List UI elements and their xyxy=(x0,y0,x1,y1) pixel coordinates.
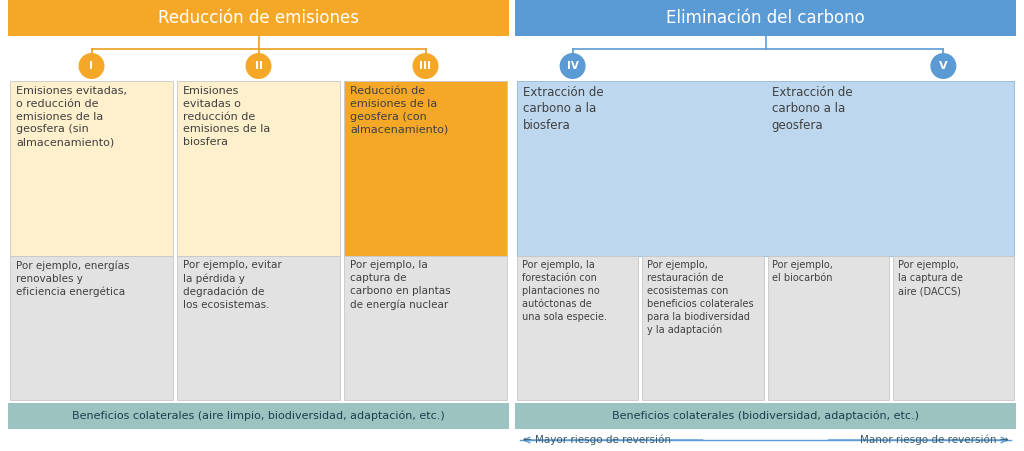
Text: IV: IV xyxy=(566,61,579,71)
Bar xyxy=(10,81,173,257)
Text: Por ejemplo, energías
renovables y
eficiencia energética: Por ejemplo, energías renovables y efici… xyxy=(16,260,129,297)
Text: Reducción de emisiones: Reducción de emisiones xyxy=(158,9,359,27)
Circle shape xyxy=(79,53,104,79)
Bar xyxy=(177,257,340,400)
Text: Beneficios colaterales (aire limpio, biodiversidad, adaptación, etc.): Beneficios colaterales (aire limpio, bio… xyxy=(72,411,444,421)
Text: Por ejemplo,
restauración de
ecosistemas con
beneficios colaterales
para la biod: Por ejemplo, restauración de ecosistemas… xyxy=(647,260,754,335)
Text: Por ejemplo,
el biocarbón: Por ejemplo, el biocarbón xyxy=(772,260,834,283)
Text: II: II xyxy=(255,61,262,71)
Text: ← Mayor riesgo de reversión: ← Mayor riesgo de reversión xyxy=(523,435,671,445)
Text: Emisiones evitadas,
o reducción de
emisiones de la
geosfera (sin
almacenamiento): Emisiones evitadas, o reducción de emisi… xyxy=(16,86,127,147)
Text: Eliminación del carbono: Eliminación del carbono xyxy=(667,9,865,27)
Bar xyxy=(177,81,340,257)
Bar xyxy=(8,403,509,429)
Text: Reducción de
emisiones de la
geosfera (con
almacenamiento): Reducción de emisiones de la geosfera (c… xyxy=(350,86,449,134)
Bar xyxy=(517,257,638,400)
Circle shape xyxy=(931,53,956,79)
Text: Por ejemplo, la
captura de
carbono en plantas
de energía nuclear: Por ejemplo, la captura de carbono en pl… xyxy=(350,260,451,309)
Bar xyxy=(893,257,1014,400)
Text: Manor riesgo de reversión →: Manor riesgo de reversión → xyxy=(859,435,1008,445)
Bar xyxy=(768,257,889,400)
Text: Por ejemplo, evitar
la pérdida y
degradación de
los ecosistemas.: Por ejemplo, evitar la pérdida y degrada… xyxy=(183,260,282,310)
Text: I: I xyxy=(89,61,93,71)
Text: Emisiones
evitadas o
reducción de
emisiones de la
biosfera: Emisiones evitadas o reducción de emisio… xyxy=(183,86,270,147)
Text: Por ejemplo, la
forestación con
plantaciones no
autóctonas de
una sola especie.: Por ejemplo, la forestación con plantaci… xyxy=(522,260,607,322)
Bar xyxy=(8,0,509,36)
Bar xyxy=(515,403,1016,429)
Circle shape xyxy=(559,53,586,79)
Bar xyxy=(642,257,764,400)
Bar xyxy=(344,257,507,400)
Text: V: V xyxy=(939,61,947,71)
Circle shape xyxy=(246,53,271,79)
Text: Por ejemplo,
la captura de
aire (DACCS): Por ejemplo, la captura de aire (DACCS) xyxy=(898,260,963,296)
Text: Beneficios colaterales (biodiversidad, adaptación, etc.): Beneficios colaterales (biodiversidad, a… xyxy=(612,411,919,421)
Circle shape xyxy=(413,53,438,79)
Bar xyxy=(515,0,1016,36)
Text: Extracción de
carbono a la
biosfera: Extracción de carbono a la biosfera xyxy=(523,86,603,132)
Bar xyxy=(344,81,507,257)
Bar xyxy=(517,81,1014,257)
Bar xyxy=(10,257,173,400)
Text: III: III xyxy=(420,61,431,71)
Text: Extracción de
carbono a la
geosfera: Extracción de carbono a la geosfera xyxy=(771,86,852,132)
